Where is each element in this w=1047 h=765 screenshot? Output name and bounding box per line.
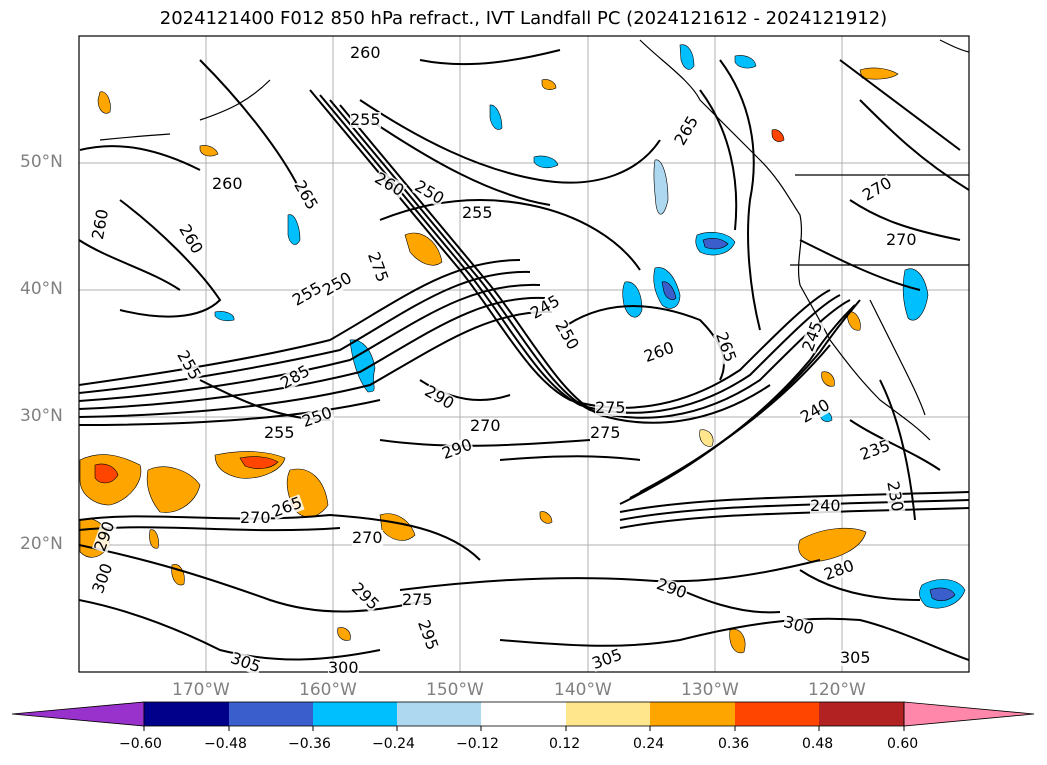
colorbar-tick-3: −0.24 bbox=[372, 736, 415, 752]
colorbar-bin-4 bbox=[397, 702, 481, 726]
colorbar-bin-1 bbox=[144, 702, 229, 726]
colorbar-tick-2: −0.36 bbox=[288, 736, 331, 752]
contour-label: 270 bbox=[352, 528, 383, 547]
lon-label-120w: 120°W bbox=[808, 680, 866, 700]
colorbar-tick-9: 0.60 bbox=[887, 736, 919, 752]
contour-label: 230 bbox=[883, 479, 908, 514]
lat-label-20n: 20°N bbox=[20, 534, 63, 554]
map-frame bbox=[78, 35, 970, 673]
colorbar-bin-8 bbox=[735, 702, 819, 726]
contour-label: 255 bbox=[350, 110, 381, 129]
colorbar-bin-0 bbox=[11, 701, 145, 727]
map-area bbox=[79, 36, 969, 672]
lat-label-40n: 40°N bbox=[20, 279, 63, 299]
colorbar bbox=[11, 701, 1035, 731]
contour-label: 240 bbox=[810, 496, 841, 515]
refractivity-contours bbox=[79, 49, 969, 661]
contour-label: 260 bbox=[212, 174, 243, 193]
contour-label: 260 bbox=[350, 43, 381, 62]
colorbar-tick-1: −0.48 bbox=[204, 736, 247, 752]
contour-label: 275 bbox=[590, 423, 621, 442]
contour-label: 255 bbox=[462, 203, 493, 222]
colorbar-bin-2 bbox=[229, 702, 313, 726]
contour-label: 270 bbox=[470, 416, 501, 435]
lat-label-30n: 30°N bbox=[20, 406, 63, 426]
contour-label: 270 bbox=[240, 508, 271, 527]
colorbar-tick-0: −0.60 bbox=[119, 736, 162, 752]
colorbar-bin-6 bbox=[566, 702, 650, 726]
colorbar-bin-5 bbox=[481, 702, 566, 726]
coastlines bbox=[99, 39, 969, 441]
colorbar-tick-4: −0.12 bbox=[456, 736, 499, 752]
chart-title: 2024121400 F012 850 hPa refract., IVT La… bbox=[159, 8, 888, 29]
colorbar-bin-10 bbox=[903, 701, 1035, 727]
colorbar-tick-6: 0.24 bbox=[633, 736, 665, 752]
lon-label-160w: 160°W bbox=[299, 680, 357, 700]
colorbar-bin-7 bbox=[650, 702, 735, 726]
contour-label: 255 bbox=[264, 423, 295, 442]
lon-label-150w: 150°W bbox=[426, 680, 484, 700]
lon-label-140w: 140°W bbox=[554, 680, 612, 700]
colorbar-tick-7: 0.36 bbox=[718, 736, 750, 752]
contour-label: 275 bbox=[595, 398, 626, 417]
contour-label: 300 bbox=[328, 658, 359, 677]
colorbar-bin-9 bbox=[819, 702, 904, 726]
colorbar-tick-5: 0.12 bbox=[549, 736, 581, 752]
contour-label: 270 bbox=[886, 230, 917, 249]
ivt-shading bbox=[79, 44, 966, 654]
colorbar-bin-3 bbox=[313, 702, 397, 726]
lon-label-170w: 170°W bbox=[172, 680, 230, 700]
contour-label: 305 bbox=[840, 648, 871, 667]
lon-label-130w: 130°W bbox=[681, 680, 739, 700]
lat-label-50n: 50°N bbox=[20, 152, 63, 172]
colorbar-tick-8: 0.48 bbox=[802, 736, 834, 752]
contour-label: 275 bbox=[402, 590, 433, 609]
